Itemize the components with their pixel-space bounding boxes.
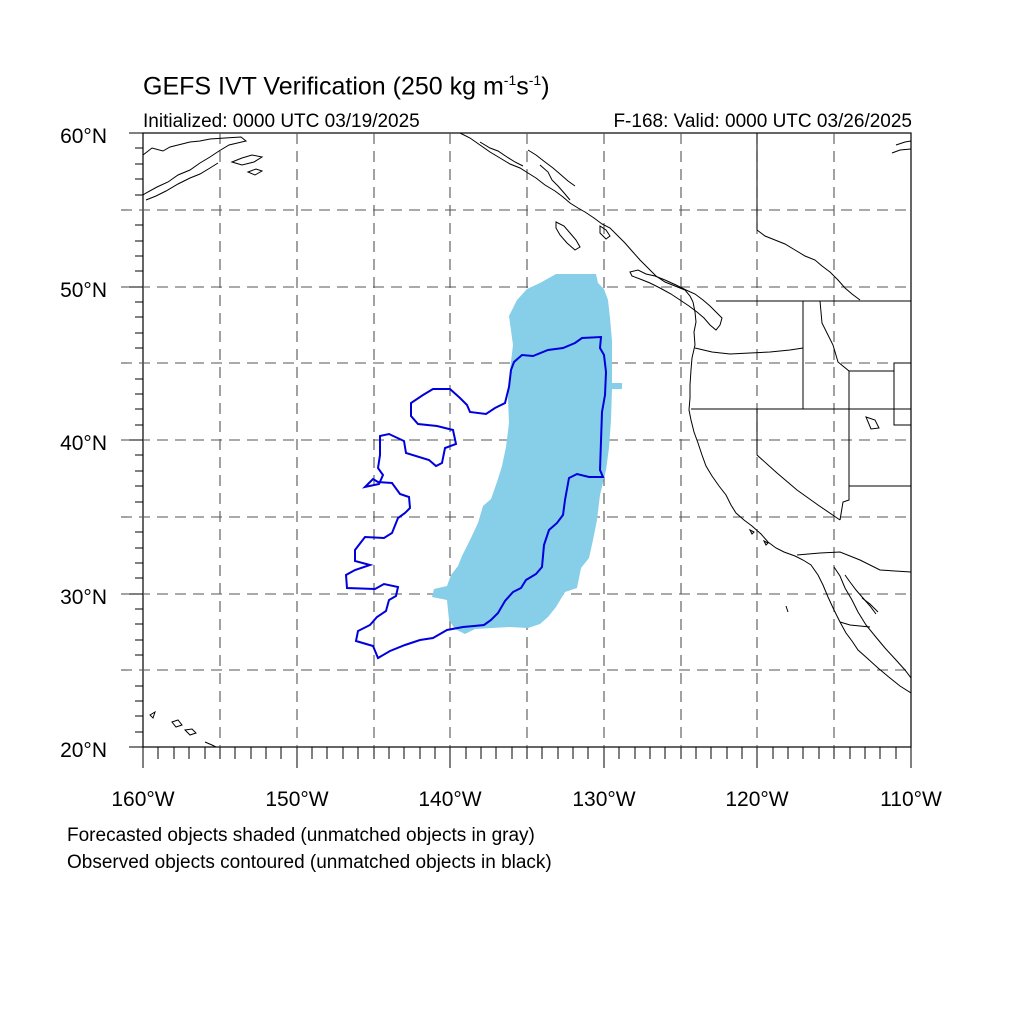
lat-label-30: 30°N bbox=[60, 586, 107, 609]
lat-label-50: 50°N bbox=[60, 279, 107, 302]
map-title: GEFS IVT Verification (250 kg m-1s-1) bbox=[143, 72, 550, 101]
lat-label-60: 60°N bbox=[60, 125, 107, 148]
forecast-ivt-object bbox=[432, 274, 622, 634]
coastlines bbox=[143, 133, 911, 747]
observed-ivt-contour bbox=[344, 335, 608, 660]
forecast-legend-note: Forecasted objects shaded (unmatched obj… bbox=[67, 825, 535, 846]
valid-time: F-168: Valid: 0000 UTC 03/26/2025 bbox=[613, 111, 912, 132]
lon-label-130w: 130°W bbox=[572, 788, 635, 811]
lon-label-120w: 120°W bbox=[725, 788, 788, 811]
lat-label-20: 20°N bbox=[60, 739, 107, 762]
lat-ticks bbox=[129, 132, 143, 748]
lon-label-110w: 110°W bbox=[880, 788, 942, 811]
lon-label-140w: 140°W bbox=[418, 788, 481, 811]
lat-label-40: 40°N bbox=[60, 432, 107, 455]
lon-ticks bbox=[142, 747, 912, 768]
observed-legend-note: Observed objects contoured (unmatched ob… bbox=[67, 852, 552, 873]
lon-label-160w: 160°W bbox=[111, 788, 174, 811]
initialized-time: Initialized: 0000 UTC 03/19/2025 bbox=[143, 111, 420, 132]
lon-labels: 160°W 150°W 140°W 130°W 120°W 110°W bbox=[111, 788, 942, 811]
lon-label-150w: 150°W bbox=[265, 788, 328, 811]
lat-labels: 20°N 30°N 40°N 50°N 60°N bbox=[60, 125, 107, 762]
